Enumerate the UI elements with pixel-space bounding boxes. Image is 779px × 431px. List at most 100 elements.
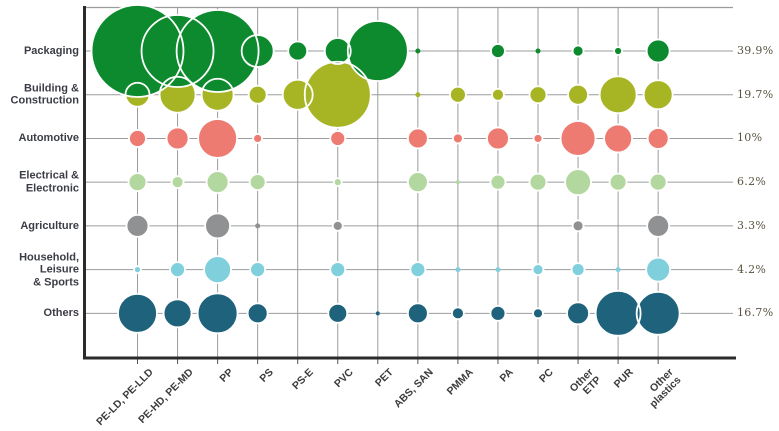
row-percent-label: 3.3% [737,219,767,233]
bubble-outline [648,172,668,192]
bubble-outline [158,75,197,114]
bubble [330,130,346,146]
bubble-outline [559,120,597,157]
bubble [333,178,342,187]
bubble-outline [532,307,544,320]
bubble-outline [646,127,670,150]
bubble [415,48,421,54]
bubble [248,85,267,104]
bubble [533,308,543,319]
bubble-outline [240,34,275,68]
bubble-outline [205,170,230,195]
bubble-outline [635,290,681,336]
bubble [643,80,673,110]
bubble-outline [329,130,347,147]
bubble-outline [252,133,264,144]
bubble-outline [248,173,267,192]
bubble-outline [489,304,507,322]
bubble-outline [128,129,147,148]
bubble [495,267,501,273]
bubble [288,41,308,61]
bubble-outline [608,172,628,192]
bubble [636,291,680,335]
row-percent-label: 16.7% [737,306,774,320]
bubble-outline [571,44,585,58]
bubble [171,176,184,189]
bubble [572,45,584,57]
bubble [646,257,671,282]
bubble-outline [645,256,672,283]
bubble-outline [409,261,427,279]
bubble [614,47,623,55]
bubble [163,299,192,328]
bubble [615,267,621,273]
bubble-outline [603,123,633,154]
bubble-outline [346,20,409,82]
bubble-outline [162,298,193,329]
y-axis-category-label: Household, Leisure & Sports [19,250,79,288]
bubble [176,10,259,92]
bubble [118,293,157,333]
bubble [170,262,186,278]
bubble [609,173,627,191]
bubble-outline [140,14,215,88]
bubble [347,21,408,81]
bubble-outline [528,172,548,192]
bubble [134,266,141,274]
bubble-outline [491,87,505,102]
bubble [560,120,596,156]
bubble-outline [127,172,148,193]
bubble [647,214,670,237]
bubble [205,213,231,239]
bubble [533,133,543,143]
row-percent-label: 19.7% [737,87,774,101]
bubble-outline [332,177,343,188]
bubble [375,311,380,316]
row-percent-label: 4.2% [737,262,767,276]
bubble [491,88,504,101]
bubble [126,214,149,237]
bubble [452,133,463,144]
bubble [250,262,266,278]
bubble [198,118,238,158]
bubble-outline [281,78,314,111]
bubble-outline [169,261,186,279]
bubble [249,174,266,191]
bubble-outline [246,302,269,325]
bubble [166,127,189,150]
bubble [604,124,633,153]
bubble-outline [451,132,464,145]
bubble [646,39,670,63]
y-axis-category-label: Automotive [18,132,80,145]
bubble-outline [249,261,267,279]
bubble [328,303,348,323]
bubble-outline [489,173,507,191]
bubble-outline [247,84,268,105]
bubble-outline [486,126,510,151]
bubble-outline [570,262,586,278]
y-axis-category-label: Building & Construction [10,82,79,107]
bubble [529,86,547,104]
bubble [568,84,589,105]
bubble-outline [532,133,544,144]
bubble [572,220,584,232]
bubble-outline [528,85,548,105]
bubble-outline [203,255,233,285]
bubble-outline [329,261,347,279]
bubble [599,76,637,114]
bubble [455,267,461,273]
bubble-outline [406,171,429,194]
bubble-outline [303,60,372,129]
bubble-outline [567,83,589,106]
bubble-outline [531,263,545,277]
bubble-outline [90,4,185,98]
bubble [330,262,346,278]
row-percent-label: 39.9% [737,44,774,58]
bubble-outline [196,292,239,335]
bubble [571,263,585,277]
bubble-outline [125,213,150,238]
bubble [451,307,464,320]
row-percent-label: 10% [737,131,763,145]
bubble [255,223,261,229]
